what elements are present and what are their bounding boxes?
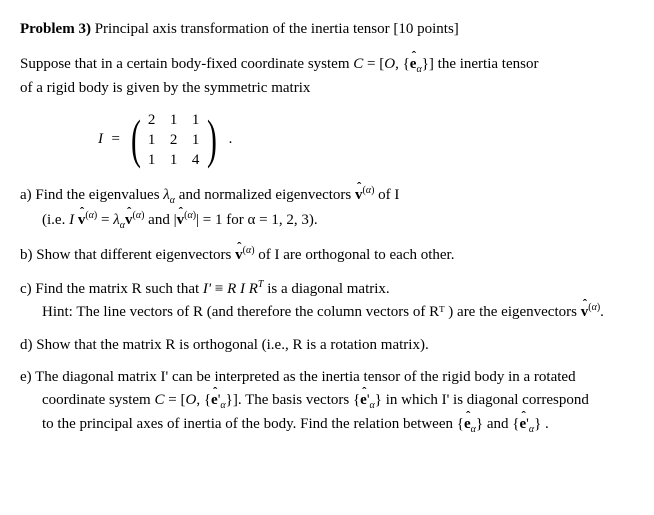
part-e-line3: to the principal axes of inertia of the …	[42, 413, 634, 437]
part-b-text1: Show that different eigenvectors	[36, 247, 235, 263]
part-a-line2: (i.e. I v(α) = λαv(α) and |v(α)| = 1 for…	[42, 208, 634, 233]
part-e-line2: coordinate system C = [O, {e'α}]. The ba…	[42, 389, 634, 413]
part-e-text1: The diagonal matrix I' can be interprete…	[35, 369, 575, 385]
part-c: c) Find the matrix R such that I' ≡ R I …	[20, 277, 634, 324]
part-d-text: Show that the matrix R is orthogonal (i.…	[36, 337, 428, 353]
intro-paragraph: Suppose that in a certain body-fixed coo…	[20, 53, 634, 100]
part-a-text3: of I	[374, 187, 399, 203]
part-a-text2: and normalized eigenvectors	[175, 187, 355, 203]
part-e: e) The diagonal matrix I' can be interpr…	[20, 366, 634, 437]
part-a-label: a)	[20, 187, 35, 203]
part-d-label: d)	[20, 337, 36, 353]
intro-text-2: the inertia tensor	[434, 56, 539, 72]
part-a: a) Find the eigenvalues λα and normalize…	[20, 183, 634, 233]
title-rest: Principal axis transformation of the ine…	[91, 21, 459, 37]
matrix-cells: 211 121 114	[141, 109, 207, 169]
part-e-label: e)	[20, 369, 35, 385]
matrix-I: ( 211 121 114 )	[127, 109, 221, 169]
problem-title: Problem 3) Principal axis transformation…	[20, 18, 634, 41]
part-b: b) Show that different eigenvectors v(α)…	[20, 243, 634, 267]
matrix-period: .	[229, 128, 233, 151]
part-b-label: b)	[20, 247, 36, 263]
intro-text-1: Suppose that in a certain body-fixed coo…	[20, 56, 353, 72]
part-c-hint: Hint: The line vectors of R (and therefo…	[42, 300, 634, 324]
I-equals: I =	[98, 128, 121, 151]
part-c-label: c)	[20, 281, 35, 297]
left-paren: (	[131, 112, 141, 166]
intro-text-3: of a rigid body is given by the symmetri…	[20, 80, 310, 96]
part-c-text2: is a diagonal matrix.	[263, 281, 389, 297]
matrix-equation: I = ( 211 121 114 ) .	[98, 109, 634, 169]
part-a-text1: Find the eigenvalues	[35, 187, 163, 203]
title-prefix: Problem 3)	[20, 21, 91, 37]
part-d: d) Show that the matrix R is orthogonal …	[20, 334, 634, 357]
part-c-text1: Find the matrix R such that	[35, 281, 202, 297]
part-b-text2: of I are orthogonal to each other.	[255, 247, 455, 263]
right-paren: )	[207, 112, 217, 166]
